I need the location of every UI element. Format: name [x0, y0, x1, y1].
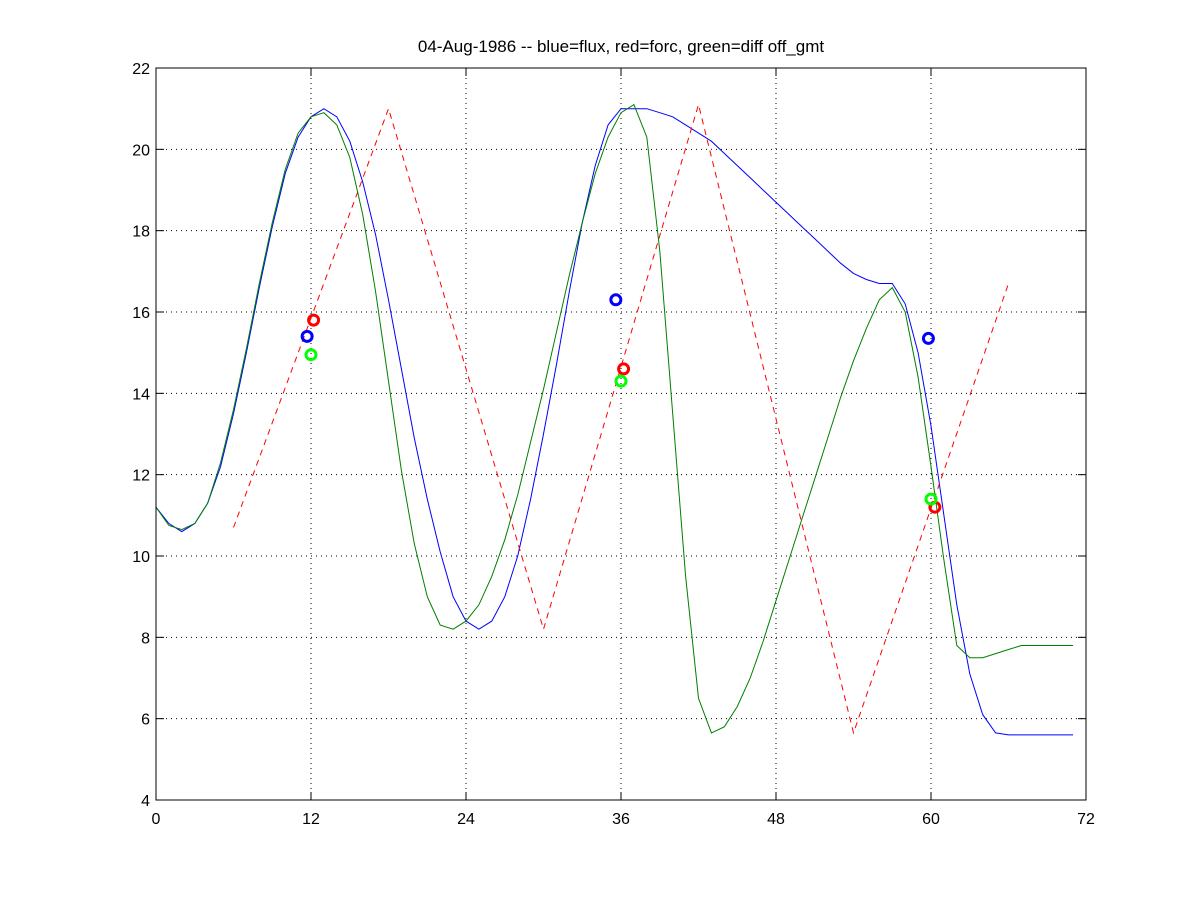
series-marker-flux [609, 293, 623, 307]
y-tick-label: 4 [141, 793, 150, 810]
series-marker-flux [921, 331, 935, 345]
series-marker-diff [304, 348, 318, 362]
y-tick-label: 22 [132, 61, 150, 78]
series-marker-forc [617, 362, 631, 376]
series-line-flux [155, 108, 1074, 736]
y-tick-label: 12 [132, 468, 150, 485]
x-tick-label: 72 [1077, 811, 1095, 828]
series-marker-forc [307, 313, 321, 327]
y-tick-label: 6 [141, 712, 150, 729]
x-tick-label: 0 [152, 811, 161, 828]
series-markers [300, 293, 942, 514]
series-marker-flux [300, 329, 314, 343]
x-tick-label: 12 [302, 811, 320, 828]
y-tick-label: 16 [132, 305, 150, 322]
chart-title: 04-Aug-1986 -- blue=flux, red=forc, gree… [418, 37, 824, 56]
series-lines [155, 102, 1074, 736]
series-line-diff [155, 103, 1074, 734]
y-tick-label: 8 [141, 630, 150, 647]
y-tick-label: 18 [132, 224, 150, 241]
y-tick-label: 10 [132, 549, 150, 566]
series-marker-diff [614, 374, 628, 388]
series-marker-diff [924, 492, 938, 506]
axis-ticks [155, 67, 1087, 801]
x-tick-label: 36 [612, 811, 630, 828]
x-tick-label: 48 [767, 811, 785, 828]
grid-lines [156, 68, 1086, 800]
y-tick-label: 14 [132, 386, 150, 403]
x-tick-label: 60 [922, 811, 940, 828]
axis-tick-labels: 0 12 24 36 48 60 72 4 6 8 10 12 14 16 18 20 22 [132, 61, 1095, 828]
y-tick-label: 20 [132, 142, 150, 159]
x-tick-label: 24 [457, 811, 475, 828]
